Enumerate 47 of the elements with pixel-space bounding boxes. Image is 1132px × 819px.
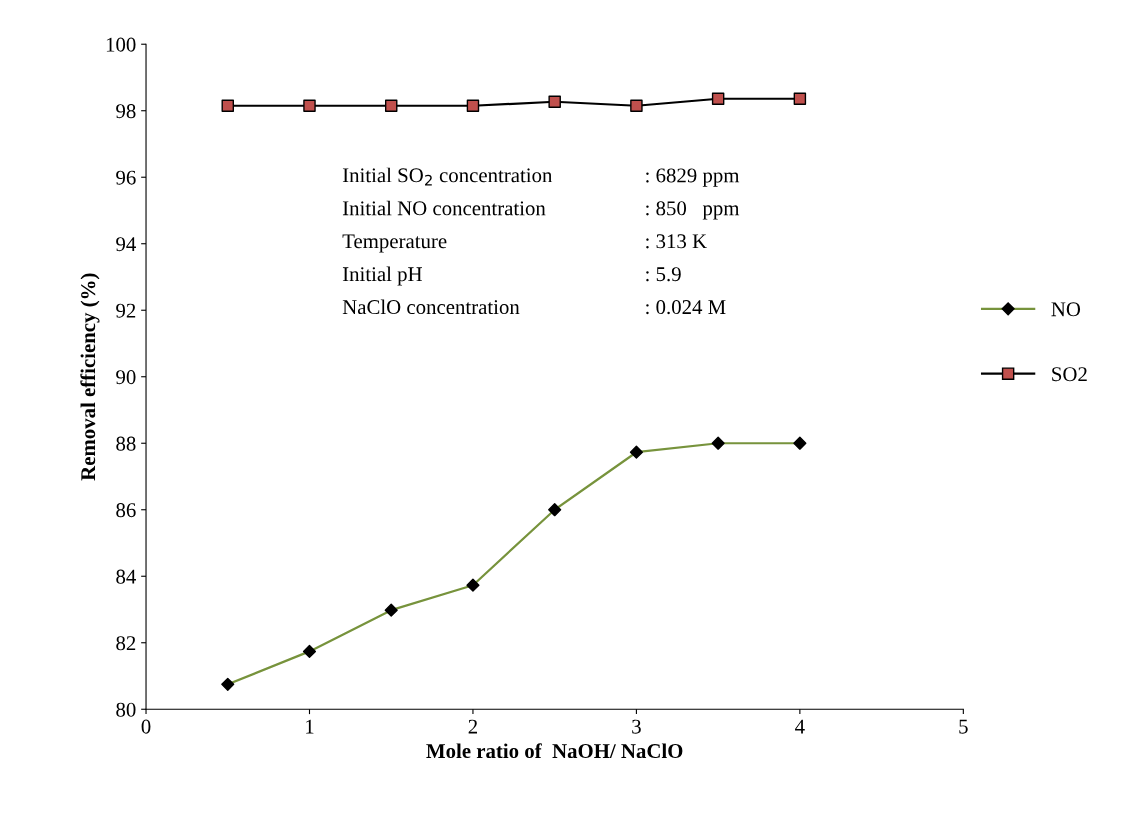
x-tick-label: 4 (795, 719, 805, 734)
y-tick-label: 92 (116, 303, 136, 318)
point (302, 644, 317, 658)
annotation: : 850 ppm (646, 201, 740, 220)
point (711, 436, 725, 450)
annotation: NaClO concentration (342, 299, 520, 315)
y-tick-label: 88 (116, 436, 136, 451)
y-tick-label: 86 (116, 503, 136, 518)
legend-label: SO2 (1052, 367, 1087, 382)
point (466, 578, 480, 592)
x-tick-label: 2 (468, 719, 478, 734)
annotation: Initial pH (342, 266, 422, 286)
x-tick-label: 5 (959, 719, 968, 734)
point (548, 503, 562, 517)
annotation: Initial NO concentration (342, 200, 546, 216)
point (384, 99, 398, 112)
y-tick-label: 84 (116, 569, 136, 584)
point (221, 677, 235, 691)
x-axis-title: Mole ratio of NaOH/ NaClO (426, 743, 683, 759)
annotation: : 0.024 M (646, 300, 726, 315)
y-tick-label: 96 (116, 170, 136, 185)
legend-label: NO (1051, 302, 1081, 317)
y-tick-label: 100 (106, 37, 136, 52)
annotation: Temperature (342, 234, 447, 253)
point (466, 99, 480, 112)
x-tick-label: 1 (306, 719, 314, 734)
y-tick-label: 98 (116, 104, 136, 119)
y-tick-label: 94 (116, 237, 136, 252)
point (630, 99, 643, 112)
point (711, 92, 725, 106)
y-tick-label: 90 (116, 370, 136, 385)
point (793, 436, 807, 450)
x-tick-label: 3 (632, 719, 641, 734)
point (793, 92, 807, 106)
point (548, 95, 561, 109)
annotation: Initial SO$_{2}$ concentration (342, 167, 553, 186)
y-tick-label: 80 (116, 702, 136, 717)
annotation: : 6829 ppm (646, 168, 740, 187)
point (384, 603, 398, 617)
y-axis-title: Removal efficiency (%) (80, 273, 100, 481)
point (221, 99, 235, 112)
y-tick-label: 82 (116, 636, 136, 651)
annotation: : 313 K (646, 234, 707, 249)
point (629, 445, 643, 459)
point (303, 99, 316, 112)
annotation: : 5.9 (646, 267, 681, 282)
x-tick-label: 0 (141, 719, 151, 734)
